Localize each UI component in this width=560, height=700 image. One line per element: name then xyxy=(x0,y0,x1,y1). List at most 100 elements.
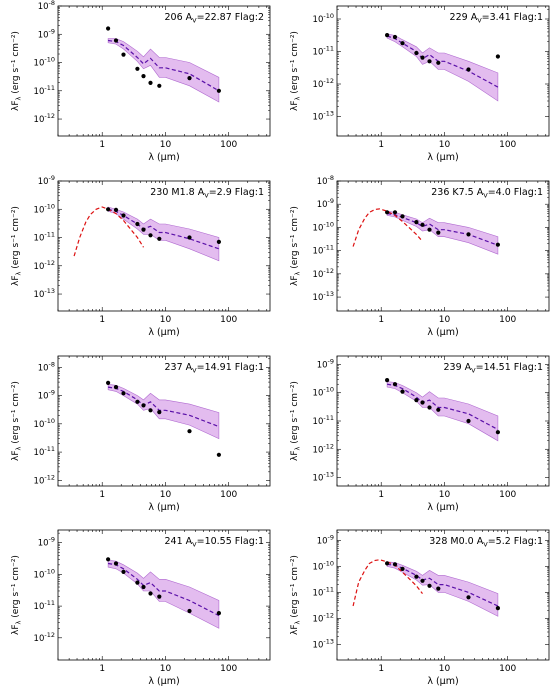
model-range-band xyxy=(107,383,220,440)
y-axis-label: λFλ (erg s⁻¹ cm⁻²) xyxy=(290,206,302,286)
y-axis-label: λFλ (erg s⁻¹ cm⁻²) xyxy=(11,31,23,111)
x-tick-label: 1 xyxy=(378,664,384,674)
photometry-point xyxy=(148,80,153,85)
y-tick-label: 10-9 xyxy=(38,536,55,549)
photometry-point xyxy=(436,586,441,591)
sed-panel-236: 1 10 100 10-13 10-12 10-11 10-10 10-9 10-8 236 K7… xyxy=(290,174,550,338)
panel-annotation: 241 AV=10.55 Flag:1 xyxy=(165,536,265,549)
photometry-point xyxy=(157,594,162,599)
y-tick-label: 10-9 xyxy=(38,174,55,187)
y-tick-label: 10-10 xyxy=(34,202,55,215)
photometry-point xyxy=(495,242,500,247)
photosphere-line xyxy=(352,559,423,607)
model-median-line xyxy=(108,386,220,428)
model-median-line xyxy=(387,383,499,431)
model-range-band xyxy=(386,33,499,102)
x-tick-label: 1 xyxy=(99,664,105,674)
plot-frame xyxy=(336,355,550,487)
model-range-band xyxy=(107,38,220,103)
photometry-point xyxy=(135,580,140,585)
photometry-point xyxy=(187,608,192,614)
y-tick-label: 10-11 xyxy=(313,244,334,257)
y-tick-label: 10-10 xyxy=(313,12,334,25)
photometry-point xyxy=(187,76,192,81)
photometry-point xyxy=(400,41,405,46)
photometry-point xyxy=(216,452,221,457)
plot-area xyxy=(352,559,500,617)
sed-panel-239: 1 10 100 10-13 10-12 10-11 10-10 10-9 239 AV=14.… xyxy=(290,355,550,513)
y-tick-label: 10-13 xyxy=(34,287,55,300)
photometry-point xyxy=(392,210,398,215)
photometry-point xyxy=(400,214,405,219)
photometry-point xyxy=(420,55,425,60)
x-tick-label: 100 xyxy=(220,315,237,325)
photometry-point xyxy=(216,611,221,616)
y-axis-label: λFλ (erg s⁻¹ cm⁻²) xyxy=(11,555,23,635)
photometry-point xyxy=(400,389,405,394)
x-axis-label: λ (μm) xyxy=(148,676,179,687)
photometry-point xyxy=(157,410,162,415)
photometry-point xyxy=(420,578,425,583)
photometry-point xyxy=(385,561,390,566)
photometry-point xyxy=(187,429,192,434)
y-tick-label: 10-12 xyxy=(313,77,334,90)
x-tick-label: 10 xyxy=(439,490,451,500)
plot-area xyxy=(73,206,221,262)
y-tick-label: 10-11 xyxy=(34,445,55,458)
photometry-point xyxy=(121,391,126,396)
photometry-point xyxy=(436,407,441,412)
x-tick-label: 10 xyxy=(160,140,172,150)
y-tick-label: 10-9 xyxy=(317,197,334,210)
photometry-point xyxy=(148,591,153,596)
panel-annotation: 229 AV=3.41 Flag:1 xyxy=(450,12,543,25)
y-tick-label: 10-10 xyxy=(34,56,55,69)
photometry-point xyxy=(141,403,146,408)
model-median-line xyxy=(108,39,220,92)
photometry-point xyxy=(414,220,419,225)
x-axis-label: λ (μm) xyxy=(427,152,458,163)
photometry-point xyxy=(400,566,405,572)
y-tick-label: 10-10 xyxy=(313,386,334,399)
y-tick-label: 10-13 xyxy=(313,290,334,303)
x-tick-label: 10 xyxy=(160,490,172,500)
photometry-point xyxy=(427,405,432,410)
plot-area xyxy=(385,378,500,442)
sed-panel-237: 1 10 100 10-12 10-11 10-10 10-9 10-8 237 AV=14.9… xyxy=(11,355,271,513)
panel-annotation: 230 M1.8 AV=2.9 Flag:1 xyxy=(150,187,264,200)
sed-panel-206: 1 10 100 10-12 10-11 10-10 10-9 10-8 206 AV=22.8… xyxy=(11,0,271,163)
y-tick-label: 10-10 xyxy=(34,567,55,580)
photometry-point xyxy=(148,233,153,238)
y-axis-label: λFλ (erg s⁻¹ cm⁻²) xyxy=(290,31,302,111)
model-median-line xyxy=(386,35,499,88)
x-tick-label: 100 xyxy=(220,664,237,674)
photometry-point xyxy=(495,430,500,435)
x-tick-label: 100 xyxy=(499,664,516,674)
y-tick-label: 10-10 xyxy=(313,220,334,233)
panel-annotation: 328 M0.0 AV=5.2 Flag:1 xyxy=(429,536,543,549)
y-tick-label: 10-9 xyxy=(317,357,334,370)
model-range-band xyxy=(107,206,220,262)
y-tick-label: 10-9 xyxy=(38,27,55,40)
x-axis-label: λ (μm) xyxy=(148,152,179,163)
y-tick-label: 10-10 xyxy=(313,559,334,572)
panel-annotation: 236 K7.5 AV=4.0 Flag:1 xyxy=(431,187,543,200)
x-tick-label: 100 xyxy=(499,140,516,150)
y-tick-label: 10-11 xyxy=(34,231,55,244)
panel-annotation: 206 AV=22.87 Flag:2 xyxy=(165,12,265,25)
photometry-point xyxy=(106,557,111,562)
x-axis-label: λ (μm) xyxy=(427,676,458,687)
photometry-point xyxy=(141,227,146,232)
photometry-point xyxy=(466,418,471,424)
photometry-point xyxy=(113,38,119,43)
plot-area xyxy=(385,33,500,102)
photometry-point xyxy=(135,399,140,404)
x-axis-label: λ (μm) xyxy=(427,502,458,513)
photometry-point xyxy=(106,207,111,212)
photometry-point xyxy=(113,207,119,212)
photometry-point xyxy=(135,221,140,227)
model-median-line xyxy=(108,562,220,617)
y-axis-label: λFλ (erg s⁻¹ cm⁻²) xyxy=(11,381,23,461)
y-tick-label: 10-10 xyxy=(34,417,55,430)
x-tick-label: 10 xyxy=(160,664,172,674)
